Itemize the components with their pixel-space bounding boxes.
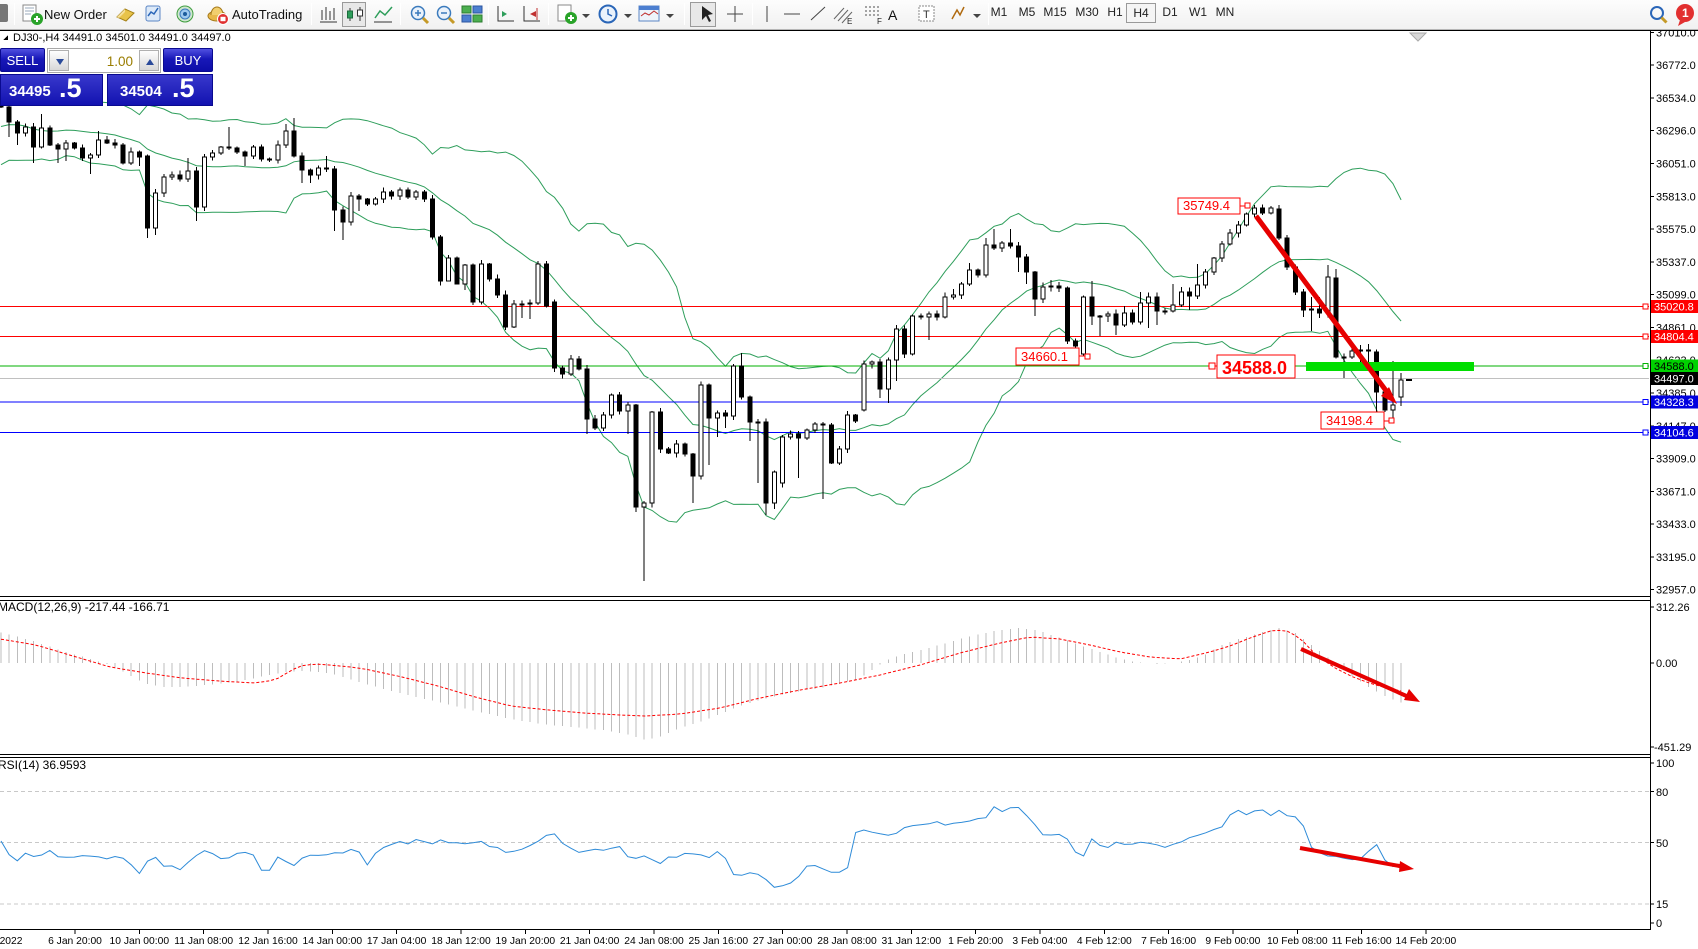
svg-text:312.26: 312.26 [1656,602,1690,614]
svg-text:11 Feb 16:00: 11 Feb 16:00 [1332,936,1392,947]
svg-text:32957.0: 32957.0 [1656,585,1696,597]
svg-text:80: 80 [1656,787,1668,799]
svg-text:6 Jan 20:00: 6 Jan 20:00 [48,936,102,947]
svg-text:33433.0: 33433.0 [1656,519,1696,531]
svg-text:33195.0: 33195.0 [1656,552,1696,564]
svg-text:34104.6: 34104.6 [1654,428,1694,440]
svg-text:27 Jan 00:00: 27 Jan 00:00 [753,936,813,947]
svg-text:50: 50 [1656,838,1668,850]
svg-text:24 Jan 08:00: 24 Jan 08:00 [624,936,684,947]
svg-text:7 Feb 16:00: 7 Feb 16:00 [1141,936,1196,947]
svg-text:36051.0: 36051.0 [1656,159,1696,171]
svg-text:36534.0: 36534.0 [1656,93,1696,105]
svg-text:35337.0: 35337.0 [1656,257,1696,269]
svg-text:35749.4: 35749.4 [1183,198,1230,213]
svg-text:34198.4: 34198.4 [1326,413,1373,428]
svg-text:33909.0: 33909.0 [1656,454,1696,466]
svg-text:3 Feb 04:00: 3 Feb 04:00 [1012,936,1067,947]
svg-text:MACD(12,26,9) -217.44 -166.71: MACD(12,26,9) -217.44 -166.71 [0,600,170,614]
svg-text:1 Feb 20:00: 1 Feb 20:00 [948,936,1003,947]
svg-text:T: T [923,9,930,21]
svg-text:11 Jan 08:00: 11 Jan 08:00 [174,936,233,947]
svg-text:36772.0: 36772.0 [1656,60,1696,72]
svg-text:34588.0: 34588.0 [1222,358,1287,378]
svg-text:35020.8: 35020.8 [1654,302,1694,314]
svg-text:1: 1 [1682,6,1689,20]
svg-text:0: 0 [1656,918,1662,930]
svg-text:14 Feb 20:00: 14 Feb 20:00 [1396,936,1457,947]
svg-text:10 Jan 00:00: 10 Jan 00:00 [110,936,170,947]
svg-text:5 Jan 2022: 5 Jan 2022 [0,936,23,947]
svg-text:10 Feb 08:00: 10 Feb 08:00 [1267,936,1328,947]
svg-text:28 Jan 08:00: 28 Jan 08:00 [817,936,877,947]
svg-text:14 Jan 00:00: 14 Jan 00:00 [303,936,363,947]
svg-text:4 Feb 12:00: 4 Feb 12:00 [1077,936,1132,947]
svg-text:36296.0: 36296.0 [1656,126,1696,138]
svg-text:-451.29: -451.29 [1654,742,1691,754]
svg-text:37010.0: 37010.0 [1656,30,1696,39]
svg-text:34660.1: 34660.1 [1021,349,1068,364]
svg-text:19 Jan 20:00: 19 Jan 20:00 [496,936,556,947]
svg-text:35813.0: 35813.0 [1656,191,1696,203]
svg-text:34497.0: 34497.0 [1654,374,1694,386]
svg-text:34588.0: 34588.0 [1654,361,1694,373]
svg-text:31 Jan 12:00: 31 Jan 12:00 [882,936,942,947]
svg-text:9 Feb 00:00: 9 Feb 00:00 [1205,936,1260,947]
svg-text:100: 100 [1656,758,1674,770]
svg-text:12 Jan 16:00: 12 Jan 16:00 [238,936,298,947]
svg-text:E: E [847,17,852,26]
svg-text:17 Jan 04:00: 17 Jan 04:00 [367,936,427,947]
svg-text:21 Jan 04:00: 21 Jan 04:00 [560,936,620,947]
svg-text:0.00: 0.00 [1656,658,1677,670]
svg-text:34328.3: 34328.3 [1654,397,1694,409]
svg-text:RSI(14) 36.9593: RSI(14) 36.9593 [0,758,86,772]
svg-text:15: 15 [1656,899,1668,911]
svg-text:34804.4: 34804.4 [1654,331,1694,343]
svg-text:DJ30-,H4 34491.0 34501.0 3449: DJ30-,H4 34491.0 34501.0 34491.0 34497.0 [13,32,231,44]
svg-text:33671.0: 33671.0 [1656,486,1696,498]
svg-text:18 Jan 12:00: 18 Jan 12:00 [431,936,491,947]
svg-text:35099.0: 35099.0 [1656,290,1696,302]
svg-text:25 Jan 16:00: 25 Jan 16:00 [689,936,749,947]
svg-text:F: F [877,17,882,26]
svg-text:35575.0: 35575.0 [1656,224,1696,236]
